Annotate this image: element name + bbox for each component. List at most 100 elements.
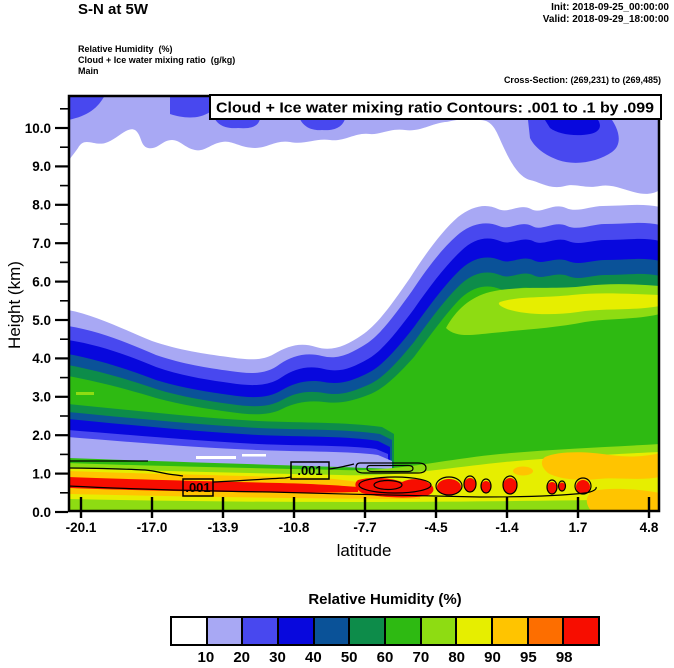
y-tick-label: 1.0	[32, 466, 51, 481]
y-tick-label: 3.0	[32, 390, 51, 405]
dry-slot-white-sliver	[196, 456, 236, 459]
cloud-contour	[68, 485, 597, 498]
overlay-title-box: Cloud + Ice water mixing ratio Contours:…	[209, 94, 662, 120]
legend-boundary-label: 20	[233, 649, 250, 666]
red-cell	[464, 478, 476, 492]
x-tick-label: -10.8	[279, 520, 310, 535]
x-tick-label: -4.5	[424, 520, 448, 535]
y-tick-label: 2.0	[32, 428, 51, 443]
rh-patch-nub2-20	[300, 119, 345, 131]
cloud-contour	[212, 476, 292, 483]
red-cell	[437, 479, 461, 495]
x-tick-label: -7.7	[353, 520, 376, 535]
overlay-title-rect	[209, 94, 662, 120]
legend-cell	[172, 618, 208, 644]
y-tick-label: 10.0	[25, 121, 51, 136]
contour-label-box	[290, 461, 330, 480]
red-cell	[503, 478, 517, 494]
cloud-contour	[68, 467, 184, 477]
y-tick-label: 6.0	[32, 274, 51, 289]
legend-boundary-label: 50	[340, 649, 358, 666]
overlay-title-text: Cloud + Ice water mixing ratio Contours:…	[216, 100, 654, 117]
red-cell	[576, 480, 590, 494]
legend-boundary-label: 90	[484, 649, 501, 666]
page-title: S-N at 5W	[78, 1, 149, 18]
dry-slot-white-sliver	[242, 454, 266, 457]
field-line-rh: Relative Humidity (%)	[78, 44, 173, 54]
legend-boundary-label: 40	[304, 649, 322, 666]
cloud-contour-ring	[463, 475, 477, 493]
legend-boundary-label: 98	[555, 649, 573, 666]
legend-title: Relative Humidity (%)	[308, 591, 462, 608]
legend-cell	[564, 618, 599, 644]
legend-cell	[493, 618, 529, 644]
x-axis-ticks: -20.1 -17.0 -13.9 -10.8 -7.7 -4.5 -1.4 1.7 4.8	[66, 497, 659, 535]
cloud-contour-ring	[373, 479, 403, 491]
gold-spot	[513, 466, 533, 476]
red-cell	[558, 482, 566, 492]
y-tick-label: 7.0	[32, 236, 51, 251]
contour-labels: .001 .001	[182, 461, 330, 497]
contour-label-box	[182, 478, 214, 497]
legend-boundary-label: 95	[519, 649, 537, 666]
legend-boundary-label: 60	[376, 649, 394, 666]
legend-cell	[207, 618, 244, 644]
y-tick-label: 4.0	[32, 351, 51, 366]
cloud-contour-ring	[502, 475, 518, 495]
rh-patch-topright-30	[545, 120, 600, 136]
legend-cell	[279, 618, 315, 644]
field-line-cloud: Cloud + Ice water mixing ratio (g/kg)	[78, 55, 236, 65]
cloud-contour-ring	[574, 477, 592, 495]
cloud-contour	[328, 463, 355, 470]
rh-patch-topleft-20	[68, 95, 105, 120]
legend-cell	[421, 618, 458, 644]
field-list: Relative Humidity (%) Cloud + Ice water …	[78, 44, 235, 77]
y-axis-ticks: 0.0 1.0 2.0 3.0 4.0 5.0 6.0 7.0 8.0 9.0 10.0	[25, 107, 68, 520]
cloud-contour-loop	[366, 464, 414, 473]
y-tick-label: 8.0	[32, 198, 51, 213]
gold-patch-right	[541, 452, 660, 480]
legend-boundary-label: 10	[197, 649, 215, 666]
y-axis-title: Height (km)	[5, 261, 24, 349]
cloud-contour-ring	[546, 479, 558, 495]
legend-cell	[350, 618, 387, 644]
x-tick-label: -1.4	[495, 520, 519, 535]
legend-cell	[314, 618, 351, 644]
cross-section-coords: Cross-Section: (269,231) to (269,485)	[503, 75, 661, 85]
x-tick-label: -13.9	[208, 520, 239, 535]
cloud-contour-ring	[358, 476, 432, 494]
y-tick-label: 9.0	[32, 159, 51, 174]
rh-patch-topblock-20	[170, 95, 210, 118]
legend-cell	[243, 618, 280, 644]
legend-boundary-label: 30	[269, 649, 286, 666]
rh-core-80	[498, 293, 660, 315]
contour-label: .001	[297, 463, 322, 478]
rh-filled-contours	[68, 95, 660, 512]
x-tick-label: 1.7	[569, 520, 588, 535]
legend-labels: 10 20 30 40 50 60 70 80 90 95 98	[170, 649, 600, 667]
cloud-contour-loop	[355, 462, 427, 474]
y-tick-label: 0.0	[32, 505, 51, 520]
model-times: Init: 2018-09-25_00:00:00 Valid: 2018-09…	[543, 2, 669, 26]
red-cell	[547, 482, 557, 494]
legend-cell	[457, 618, 494, 644]
cloud-contour-ring	[557, 480, 567, 492]
legend-boundary-label: 70	[412, 649, 430, 666]
x-tick-label: -20.1	[66, 520, 97, 535]
valid-time: Valid: 2018-09-29_18:00:00	[542, 14, 669, 25]
cloud-contour-ring	[480, 478, 492, 494]
surface-orange-under	[68, 488, 420, 500]
contour-label: .001	[185, 480, 210, 495]
midlevel-light-sliver	[76, 392, 94, 395]
x-tick-label: 4.8	[640, 520, 659, 535]
legend-boundary-label: 80	[448, 649, 465, 666]
cross-section-plot: .001 .001 Cloud + Ice water mixing ratio…	[25, 94, 662, 535]
legend-colorbar	[170, 616, 600, 646]
red-cell	[481, 481, 491, 493]
y-tick-label: 5.0	[32, 313, 51, 328]
legend-cell	[386, 618, 422, 644]
x-tick-label: -17.0	[137, 520, 168, 535]
gold-patch-corner	[586, 488, 660, 512]
cloud-contour-ring	[435, 476, 463, 496]
